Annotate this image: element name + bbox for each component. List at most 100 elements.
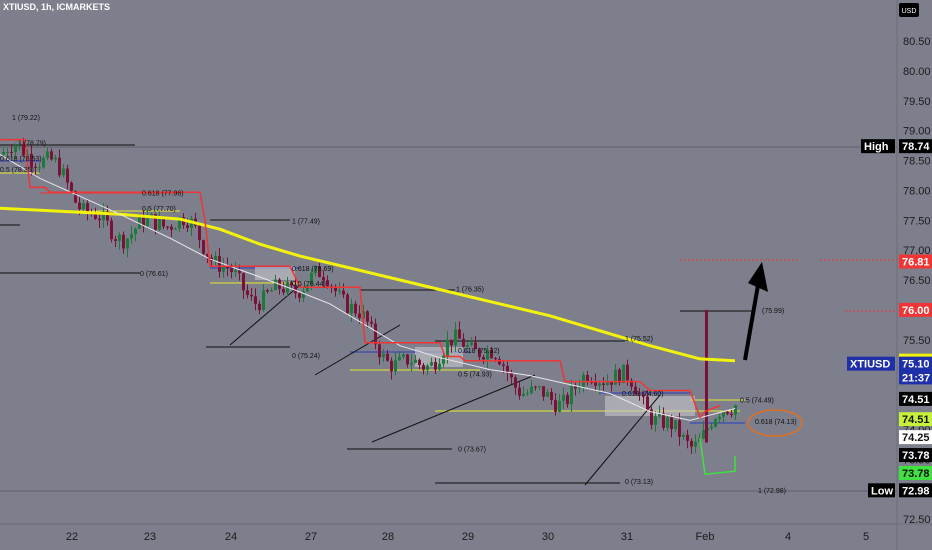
candle-body	[162, 218, 165, 227]
candle-body	[606, 381, 609, 385]
candle-body	[506, 365, 509, 374]
fib-level-label: 1 (78.79)	[18, 141, 46, 148]
candle-body	[242, 273, 245, 291]
candle-body	[102, 211, 105, 221]
candle-body	[94, 214, 97, 219]
price-tag-value: 75.10	[902, 359, 930, 371]
candle-body	[154, 213, 157, 230]
candle-body	[586, 374, 589, 382]
candle-body	[134, 228, 137, 235]
price-tag-value: 74.51	[902, 394, 930, 406]
x-tick-label: 4	[785, 531, 791, 543]
y-tick-label: 79.00	[903, 126, 931, 138]
candle-body	[30, 153, 33, 167]
fib-level-label: 0.5 (78.35)	[0, 167, 34, 174]
candle-body	[618, 369, 621, 383]
candle-body	[414, 359, 417, 363]
candle-body	[658, 413, 661, 417]
price-tag-value: 72.98	[902, 485, 930, 497]
trailing-stop-green-line	[699, 438, 736, 476]
candle-body	[642, 394, 645, 397]
candle-body	[622, 364, 625, 383]
candle-body	[338, 290, 341, 292]
currency-button[interactable]: USD	[899, 3, 919, 17]
candle-body	[450, 339, 453, 346]
candle-body	[82, 203, 85, 210]
candle-body	[314, 266, 317, 273]
candle-body	[98, 218, 101, 221]
price-tag-label: High	[864, 141, 889, 153]
candle-body	[214, 256, 217, 262]
candle-body	[638, 394, 641, 396]
price-tag: 74.51	[899, 412, 932, 427]
candle-body	[282, 288, 285, 293]
candle-body	[634, 386, 637, 395]
candle-body	[686, 434, 689, 441]
candle-body	[654, 416, 657, 425]
y-tick-label: 79.50	[903, 96, 931, 108]
candle-body	[554, 399, 557, 412]
candle-body	[270, 290, 273, 292]
candlestick-series	[2, 137, 737, 454]
fib-level-label: 1 (72.98)	[758, 488, 786, 495]
candle-body	[594, 382, 597, 386]
candle-body	[222, 266, 225, 272]
fib-level-label: 0.618 (78.53)	[0, 156, 42, 163]
candle-body	[238, 270, 241, 274]
candle-body	[294, 285, 297, 294]
x-tick-label: 30	[542, 531, 554, 543]
candle-body	[370, 321, 373, 324]
candle-body	[318, 266, 321, 278]
candle-body	[170, 226, 173, 230]
candle-body	[410, 362, 413, 365]
y-tick-label: 78.00	[903, 185, 931, 197]
candle-body	[598, 383, 601, 386]
candle-body	[6, 151, 9, 153]
candle-body	[298, 293, 301, 298]
candle-body	[650, 409, 653, 425]
candle-body	[14, 146, 17, 153]
y-tick-label: 77.50	[903, 215, 931, 227]
candle-body	[454, 329, 457, 346]
candle-body	[610, 381, 613, 385]
candle-body	[682, 434, 685, 437]
price-tag-value: 73.78	[902, 468, 930, 480]
candle-body	[62, 168, 65, 176]
candle-body	[130, 234, 133, 239]
candle-body	[178, 217, 181, 229]
moving-averages	[0, 138, 736, 476]
candle-body	[426, 365, 429, 370]
candle-body	[202, 240, 205, 254]
candle-body	[566, 394, 569, 405]
candle-body	[550, 392, 553, 400]
fib-level-label: 0 (73.13)	[625, 479, 653, 486]
fib-level-label: 0.5 (74.93)	[458, 371, 492, 378]
candle-body	[306, 285, 309, 292]
candle-body	[246, 290, 249, 295]
y-tick-label: 72.50	[903, 514, 931, 526]
candle-body	[26, 153, 29, 156]
x-tick-label: Feb	[696, 531, 715, 543]
candle-body	[478, 349, 481, 358]
candle-body	[690, 440, 693, 447]
candle-body	[302, 291, 305, 298]
candle-body	[106, 211, 109, 221]
candle-body	[158, 218, 161, 230]
candle-body	[198, 225, 201, 241]
y-tick-label: 80.50	[903, 36, 931, 48]
x-tick-label: 29	[462, 531, 474, 543]
chart-title: XTIUSD, 1h, ICMARKETS	[3, 2, 110, 12]
candle-body	[390, 360, 393, 372]
candle-body	[262, 290, 265, 311]
candle-body	[346, 294, 349, 314]
candle-body	[326, 280, 329, 287]
candle-body	[734, 405, 737, 415]
projection-arrow-icon	[743, 262, 768, 361]
candle-body	[562, 394, 565, 401]
price-tag: 73.78	[899, 465, 932, 480]
fib-level-label: 0.5 (76.44)	[292, 281, 326, 288]
candle-body	[366, 311, 369, 322]
candle-body	[534, 386, 537, 388]
candle-body	[186, 225, 189, 228]
